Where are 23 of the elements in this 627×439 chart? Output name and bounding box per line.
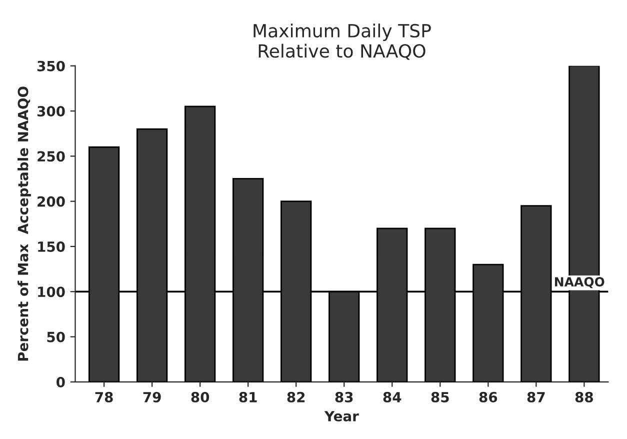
x-tick-label: 88 [575,392,593,402]
x-tick-label: 82 [287,392,305,402]
y-tick-label: 350 [37,60,65,72]
x-tick-label: 78 [95,392,113,402]
x-tick-label: 87 [527,392,545,402]
y-tick-label: 250 [38,151,65,162]
ref-line-label: NAAQO [555,277,604,288]
x-tick-label: 85 [431,392,449,402]
y-tick-label: 50 [47,332,65,342]
y-tick-label: 150 [38,241,65,252]
y-axis-title: Percent of Max Acceptable NAAQO [18,86,31,361]
x-tick-label: 79 [143,392,161,402]
x-axis-title: Year [324,411,359,422]
x-tick-label: 81 [239,392,257,402]
x-tick-label: 80 [191,392,210,402]
chart-title: Maximum Daily TSP Relative to NAAQO [254,24,431,60]
y-tick-label: 200 [38,196,65,207]
x-tick-label: 86 [479,392,498,402]
y-tick-label: 0 [56,376,65,388]
y-tick-label: 100 [38,286,65,298]
x-tick-label: 84 [383,392,402,402]
x-tick-label: 83 [335,392,353,402]
y-tick-label: 300 [37,106,65,116]
